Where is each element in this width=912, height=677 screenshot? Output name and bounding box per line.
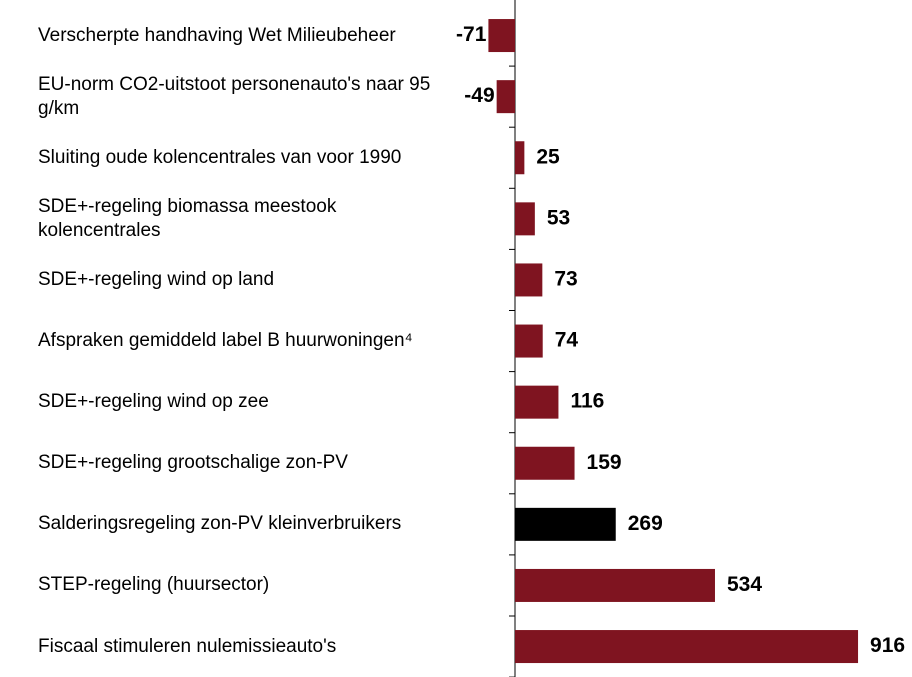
value-label: -49 (464, 84, 494, 107)
value-label: 73 (554, 267, 577, 290)
category-label: Afspraken gemiddeld label B huurwoningen… (38, 330, 413, 352)
bar (488, 19, 515, 53)
bar (515, 630, 859, 664)
bar (515, 263, 543, 297)
bar (515, 507, 616, 541)
category-label: SDE+-regeling grootschalige zon-PV (38, 452, 348, 474)
category-label: Salderingsregeling zon-PV kleinverbruike… (38, 513, 402, 535)
bar (515, 446, 575, 480)
value-label: 159 (587, 451, 622, 474)
value-label: -71 (456, 23, 487, 46)
value-label: 269 (628, 512, 663, 535)
bar (515, 385, 559, 419)
bar (496, 80, 515, 114)
value-label: 534 (727, 573, 762, 596)
value-label: 74 (555, 329, 579, 352)
category-label: SDE+-regeling wind op zee (38, 391, 269, 413)
value-label: 916 (870, 634, 905, 657)
bar (515, 324, 543, 358)
category-label: STEP-regeling (huursector) (38, 574, 270, 596)
value-label: 116 (570, 390, 604, 413)
category-label: EU-norm CO2-uitstoot personenauto's naar… (38, 73, 431, 119)
value-label: 25 (536, 145, 560, 168)
category-label: Sluiting oude kolencentrales van voor 19… (38, 146, 402, 168)
bar (515, 568, 715, 602)
bar (515, 202, 535, 236)
category-label: Fiscaal stimuleren nulemissieauto's (38, 635, 337, 657)
value-label: 53 (547, 206, 570, 229)
category-label: Verscherpte handhaving Wet Milieubeheer (38, 24, 396, 46)
category-label: SDE+-regeling wind op land (38, 268, 275, 290)
category-label: SDE+-regeling biomassa meestook kolencen… (38, 195, 337, 241)
bar (515, 141, 525, 175)
